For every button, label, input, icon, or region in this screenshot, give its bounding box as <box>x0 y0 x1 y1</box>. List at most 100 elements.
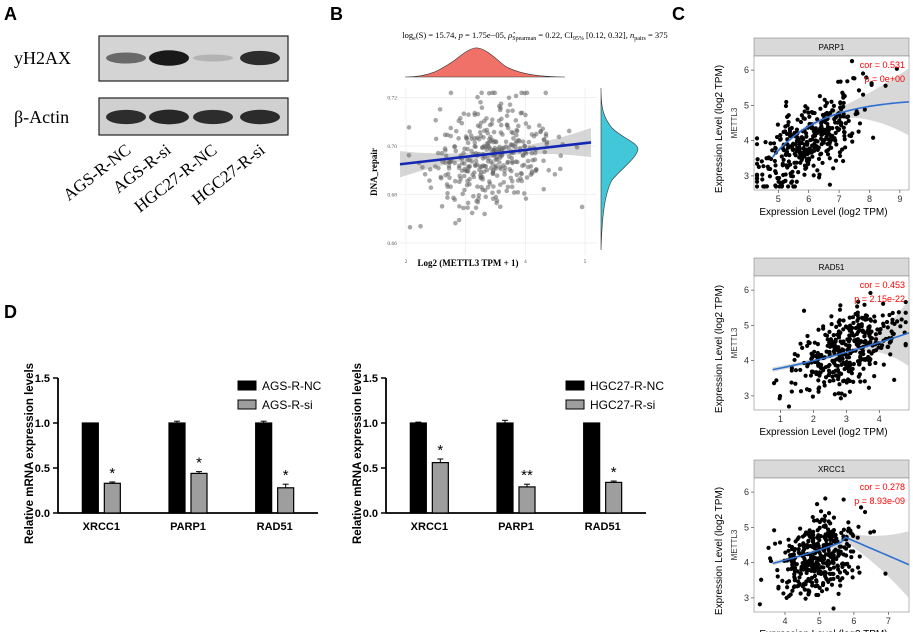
scatter-point <box>760 177 765 182</box>
scatter-point <box>786 537 791 542</box>
scatter-point <box>790 169 795 174</box>
scatter-point <box>789 366 795 371</box>
scatter-point <box>843 145 848 150</box>
scatter-point <box>806 591 811 596</box>
scatter-point <box>841 112 846 117</box>
bar-ags-r-si <box>277 487 295 514</box>
panel-b-point <box>503 144 509 149</box>
scatter-point <box>842 569 847 574</box>
panel-b-point <box>497 204 503 210</box>
scatter-point <box>871 529 877 534</box>
panel-b-point <box>482 128 487 133</box>
scatter-point <box>858 379 863 384</box>
panel-b-point <box>453 220 458 226</box>
scatter-point <box>834 357 840 362</box>
panel-b-point <box>507 166 513 172</box>
scatter-point <box>857 554 862 559</box>
scatter-point <box>868 290 873 296</box>
significance-marker: * <box>109 465 115 482</box>
panel-b-point <box>514 138 519 144</box>
x-axis-label: Expression Level (log2 TPM) <box>759 629 887 632</box>
scatter-point <box>840 561 845 566</box>
scatter-point <box>809 356 814 362</box>
scatter-point <box>786 404 792 409</box>
panel-b-point <box>490 190 495 196</box>
scatter-point <box>824 100 830 105</box>
scatter-point <box>814 370 819 375</box>
scatter-point <box>857 328 862 333</box>
scatter-point <box>818 509 824 514</box>
panel-b-point <box>515 190 521 195</box>
panel-b-point <box>452 144 458 149</box>
scatter-point <box>806 110 811 115</box>
legend-label: AGS-R-NC <box>262 379 322 393</box>
scatter-point <box>809 575 815 580</box>
scatter-point <box>802 116 807 121</box>
panel-b-point <box>448 159 453 165</box>
panel-b-point <box>534 167 539 172</box>
scatter-point <box>838 544 844 549</box>
scatter-point <box>864 75 869 80</box>
scatter-point <box>775 568 780 573</box>
scatter-point <box>890 310 895 316</box>
panel-b-point <box>506 95 512 101</box>
scatter-point <box>837 307 843 312</box>
scatter-point <box>784 131 790 137</box>
scatter-point <box>843 121 848 126</box>
scatter-point <box>786 594 791 599</box>
scatter-point <box>811 163 816 168</box>
panel-b-point <box>465 169 471 174</box>
scatter-point <box>846 543 852 548</box>
scatter-point <box>841 327 846 332</box>
significance-marker: * <box>283 467 289 484</box>
scatter-point <box>841 348 846 353</box>
panel-b-point <box>546 167 552 173</box>
panel-b-point <box>462 187 467 193</box>
scatter-point <box>831 370 836 375</box>
panel-b-ytick: 0.66 <box>387 241 397 247</box>
scatter-point <box>754 161 760 166</box>
scatter-point <box>771 381 777 386</box>
scatter-point <box>866 355 871 360</box>
scatter-point <box>768 141 773 146</box>
panel-b-point <box>476 196 481 201</box>
panel-b-point <box>442 132 448 138</box>
x-tick-label: 4 <box>782 616 787 626</box>
scatter-point <box>802 163 808 168</box>
panel-b-point <box>529 171 535 176</box>
panel-b-point <box>526 124 532 130</box>
panel-b-xtick: 4 <box>524 259 527 265</box>
panel-b-point <box>541 158 546 164</box>
scatter-point <box>822 513 828 519</box>
panel-b-point <box>459 168 465 174</box>
scatter-point <box>807 528 812 533</box>
panel-b-point <box>523 121 529 126</box>
panel-b-point <box>511 136 516 141</box>
scatter-point <box>817 127 823 132</box>
scatter-point <box>801 308 807 313</box>
panel-b-point <box>525 164 531 170</box>
scatter-point <box>754 136 760 141</box>
scatter-point <box>759 159 764 164</box>
scatter-point <box>815 541 820 546</box>
scatter-point <box>776 179 781 184</box>
scatter-point <box>820 112 826 118</box>
panel-b-density-top <box>404 47 566 78</box>
panel-b-point <box>462 146 467 152</box>
panel-b-point <box>523 112 528 118</box>
scatter-point <box>836 79 841 84</box>
panel-b-xtick: 2 <box>405 259 408 265</box>
scatter-point <box>817 550 822 555</box>
y-axis-label: Relative mRNA expression levels <box>24 363 36 544</box>
panel-b-point <box>474 135 480 141</box>
scatter-point <box>810 394 815 399</box>
panel-b-point <box>448 125 454 131</box>
scatter-point <box>772 541 778 546</box>
scatter-point <box>830 374 835 379</box>
scatter-point <box>811 532 816 538</box>
legend-swatch <box>237 399 257 410</box>
x-tick-label: 7 <box>886 616 891 626</box>
scatter-point <box>790 562 795 568</box>
scatter-point <box>859 324 864 329</box>
scatter-point <box>790 588 795 593</box>
